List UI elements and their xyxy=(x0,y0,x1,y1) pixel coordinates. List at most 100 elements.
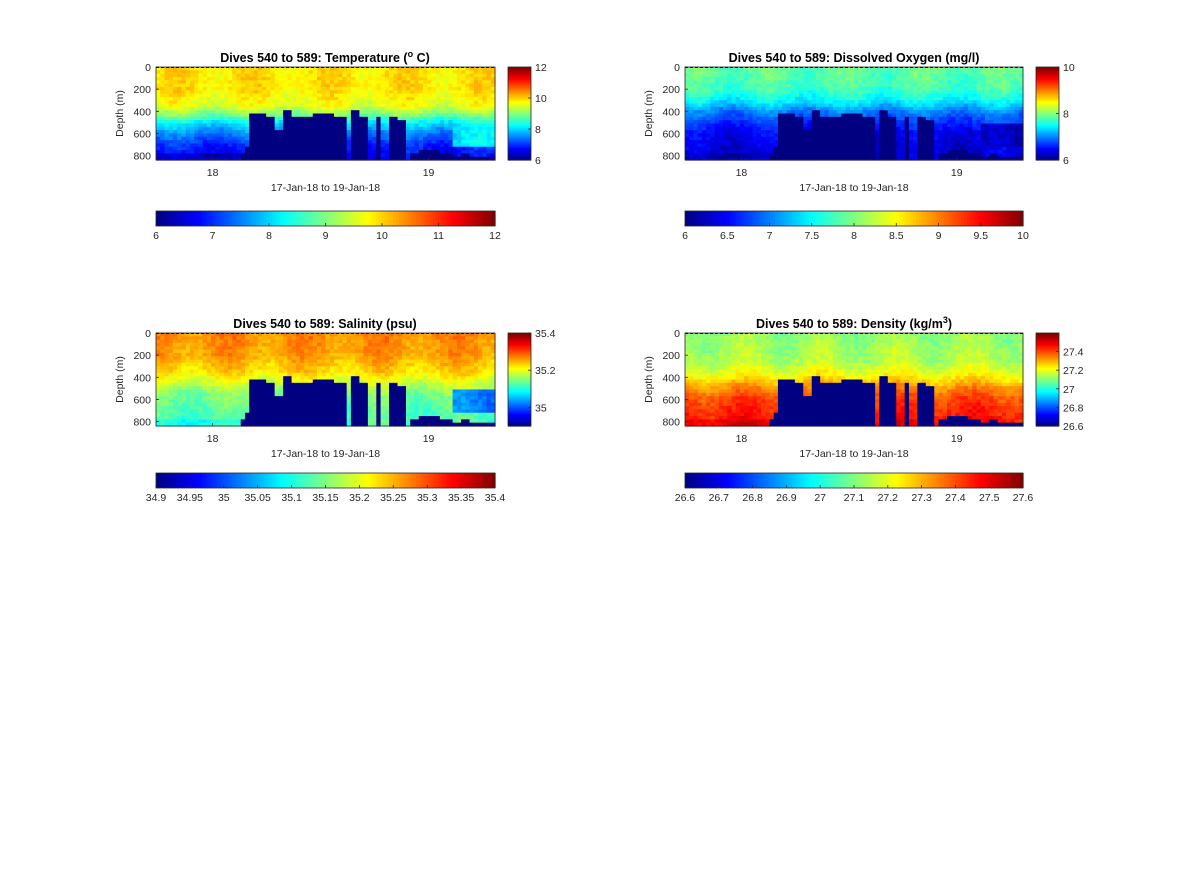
heatmap-cell xyxy=(329,83,335,88)
heatmap-cell xyxy=(249,140,255,144)
heatmap-cell xyxy=(206,106,212,111)
heatmap-cell xyxy=(452,67,458,71)
y-tick-label: 600 xyxy=(133,128,151,140)
heatmap-cell xyxy=(706,110,711,115)
heatmap-cell xyxy=(777,110,783,115)
heatmap-cell xyxy=(414,146,420,151)
heatmap-cell xyxy=(866,96,872,101)
heatmap-cell xyxy=(427,106,433,111)
heatmap-cell xyxy=(883,150,889,154)
heatmap-cell xyxy=(236,73,242,78)
heatmap-cell xyxy=(452,103,458,108)
colorbar-segment xyxy=(396,211,400,226)
heatmap-cell xyxy=(854,110,859,115)
heatmap-cell xyxy=(685,156,690,161)
colorbar-segment xyxy=(1036,94,1059,98)
heatmap-cell xyxy=(824,130,830,135)
heatmap-cell xyxy=(710,106,716,111)
heatmap-cell xyxy=(913,70,918,75)
heatmap-cell xyxy=(384,86,390,91)
heatmap-cell xyxy=(406,67,411,71)
heatmap-cell xyxy=(160,136,166,141)
heatmap-cell xyxy=(1014,73,1020,78)
heatmap-cell xyxy=(249,83,255,88)
heatmap-cell xyxy=(925,110,931,115)
colorbar-segment xyxy=(930,211,934,226)
colorbar-segment xyxy=(508,79,531,82)
heatmap-cell xyxy=(938,143,944,148)
heatmap-cell xyxy=(160,412,166,417)
heatmap-cell xyxy=(189,67,195,71)
heatmap-cell xyxy=(854,130,859,135)
heatmap-cell xyxy=(727,86,733,91)
heatmap-cell xyxy=(490,103,496,108)
heatmap-cell xyxy=(824,143,830,148)
heatmap-cell xyxy=(972,76,978,81)
heatmap-cell xyxy=(236,120,242,125)
heatmap-cell xyxy=(338,153,344,158)
heatmap-cell xyxy=(837,153,842,158)
heatmap-cell xyxy=(841,67,847,71)
heatmap-cell xyxy=(156,409,161,414)
heatmap-cell xyxy=(815,106,821,111)
heatmap-cell xyxy=(761,120,766,125)
heatmap-cell xyxy=(845,126,851,131)
heatmap-cell xyxy=(963,103,969,108)
colorbar-segment xyxy=(899,211,903,226)
heatmap-cell xyxy=(972,126,978,131)
heatmap-cell xyxy=(427,80,433,85)
heatmap-cell xyxy=(989,133,995,138)
heatmap-cell xyxy=(274,67,280,71)
heatmap-cell xyxy=(697,67,703,71)
heatmap-cell xyxy=(930,73,935,78)
heatmap-cell xyxy=(300,90,305,95)
heatmap-cell xyxy=(397,126,403,131)
heatmap-cell xyxy=(794,156,800,161)
heatmap-cell xyxy=(422,126,428,131)
heatmap-cell xyxy=(866,110,872,115)
heatmap-cell xyxy=(824,150,830,154)
heatmap-cell xyxy=(329,143,335,148)
heatmap-cell xyxy=(854,83,859,88)
heatmap-cell xyxy=(849,130,855,135)
heatmap-cell xyxy=(177,93,183,98)
heatmap-cell xyxy=(308,140,314,144)
heatmap-cell xyxy=(946,90,952,95)
heatmap-cell xyxy=(689,150,695,154)
heatmap-cell xyxy=(938,113,944,118)
heatmap-cell xyxy=(849,123,855,128)
colorbar-segment xyxy=(508,147,531,150)
heatmap-cell xyxy=(181,120,187,125)
heatmap-cell xyxy=(739,116,745,121)
heatmap-cell xyxy=(452,143,458,148)
heatmap-cell xyxy=(976,156,982,161)
heatmap-cell xyxy=(240,90,246,95)
heatmap-cell xyxy=(414,106,420,111)
heatmap-cell xyxy=(1001,96,1007,101)
heatmap-cell xyxy=(1010,123,1016,128)
heatmap-cell xyxy=(253,150,259,154)
heatmap-cell xyxy=(291,143,297,148)
heatmap-cell xyxy=(913,123,918,128)
heatmap-cell xyxy=(942,96,948,101)
heatmap-cell xyxy=(807,123,813,128)
heatmap-cell xyxy=(989,123,995,128)
heatmap-cell xyxy=(240,106,246,111)
colorbar-segment xyxy=(1000,211,1004,226)
heatmap-cell xyxy=(185,146,191,151)
heatmap-cell xyxy=(384,73,390,78)
heatmap-cell xyxy=(308,73,314,78)
heatmap-cell xyxy=(321,70,327,75)
heatmap-cell xyxy=(266,146,272,151)
heatmap-cell xyxy=(765,67,771,71)
heatmap-cell xyxy=(769,126,775,131)
heatmap-cell xyxy=(858,123,864,128)
heatmap-cell xyxy=(845,86,851,91)
heatmap-cell xyxy=(811,80,817,85)
heatmap-cell xyxy=(329,80,335,85)
heatmap-cell xyxy=(350,76,356,81)
colorbar-segment xyxy=(1036,104,1059,107)
heatmap-cell xyxy=(837,150,842,154)
heatmap-cell xyxy=(287,130,293,135)
heatmap-cell xyxy=(418,153,424,158)
